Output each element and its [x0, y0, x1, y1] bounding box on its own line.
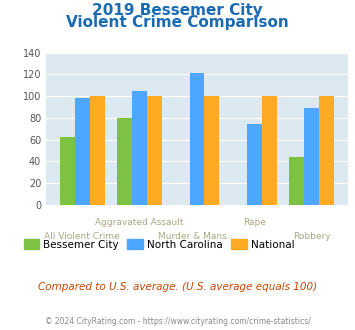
Text: Compared to U.S. average. (U.S. average equals 100): Compared to U.S. average. (U.S. average … [38, 282, 317, 292]
Bar [319, 96, 334, 205]
Bar [60, 137, 75, 205]
Text: Robbery: Robbery [293, 232, 331, 241]
Bar [190, 73, 204, 205]
Bar [117, 118, 132, 205]
Text: Murder & Mans...: Murder & Mans... [158, 232, 236, 241]
Bar [204, 96, 219, 205]
Bar [90, 96, 105, 205]
Bar [132, 91, 147, 205]
Text: All Violent Crime: All Violent Crime [44, 232, 120, 241]
Bar [147, 96, 162, 205]
Legend: Bessemer City, North Carolina, National: Bessemer City, North Carolina, National [20, 235, 299, 254]
Text: Aggravated Assault: Aggravated Assault [95, 218, 184, 227]
Bar [304, 108, 319, 205]
Text: © 2024 CityRating.com - https://www.cityrating.com/crime-statistics/: © 2024 CityRating.com - https://www.city… [45, 317, 310, 326]
Text: 2019 Bessemer City: 2019 Bessemer City [92, 3, 263, 18]
Text: Rape: Rape [243, 218, 266, 227]
Bar [289, 157, 304, 205]
Bar [247, 124, 262, 205]
Bar [262, 96, 277, 205]
Text: Violent Crime Comparison: Violent Crime Comparison [66, 15, 289, 30]
Bar [75, 98, 90, 205]
